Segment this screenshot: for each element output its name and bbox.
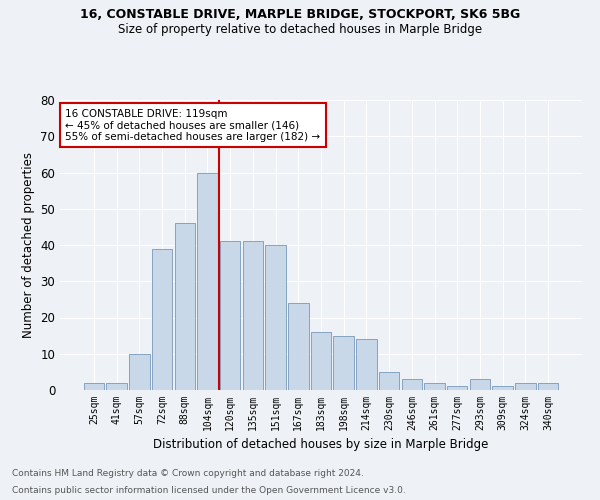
- Text: 16, CONSTABLE DRIVE, MARPLE BRIDGE, STOCKPORT, SK6 5BG: 16, CONSTABLE DRIVE, MARPLE BRIDGE, STOC…: [80, 8, 520, 20]
- Bar: [515, 383, 536, 390]
- Bar: [424, 383, 445, 390]
- Text: Contains public sector information licensed under the Open Government Licence v3: Contains public sector information licen…: [12, 486, 406, 495]
- Bar: [288, 303, 308, 390]
- Bar: [220, 242, 241, 390]
- Bar: [242, 242, 263, 390]
- Bar: [356, 339, 377, 390]
- Bar: [84, 383, 104, 390]
- Bar: [152, 248, 172, 390]
- Bar: [401, 379, 422, 390]
- Bar: [311, 332, 331, 390]
- Bar: [175, 223, 195, 390]
- Bar: [334, 336, 354, 390]
- Bar: [493, 386, 513, 390]
- Text: 16 CONSTABLE DRIVE: 119sqm
← 45% of detached houses are smaller (146)
55% of sem: 16 CONSTABLE DRIVE: 119sqm ← 45% of deta…: [65, 108, 320, 142]
- Bar: [470, 379, 490, 390]
- Bar: [265, 245, 286, 390]
- Bar: [106, 383, 127, 390]
- Bar: [379, 372, 400, 390]
- Bar: [447, 386, 467, 390]
- Bar: [129, 354, 149, 390]
- Y-axis label: Number of detached properties: Number of detached properties: [22, 152, 35, 338]
- Text: Size of property relative to detached houses in Marple Bridge: Size of property relative to detached ho…: [118, 22, 482, 36]
- Text: Contains HM Land Registry data © Crown copyright and database right 2024.: Contains HM Land Registry data © Crown c…: [12, 468, 364, 477]
- X-axis label: Distribution of detached houses by size in Marple Bridge: Distribution of detached houses by size …: [154, 438, 488, 452]
- Bar: [538, 383, 558, 390]
- Bar: [197, 172, 218, 390]
